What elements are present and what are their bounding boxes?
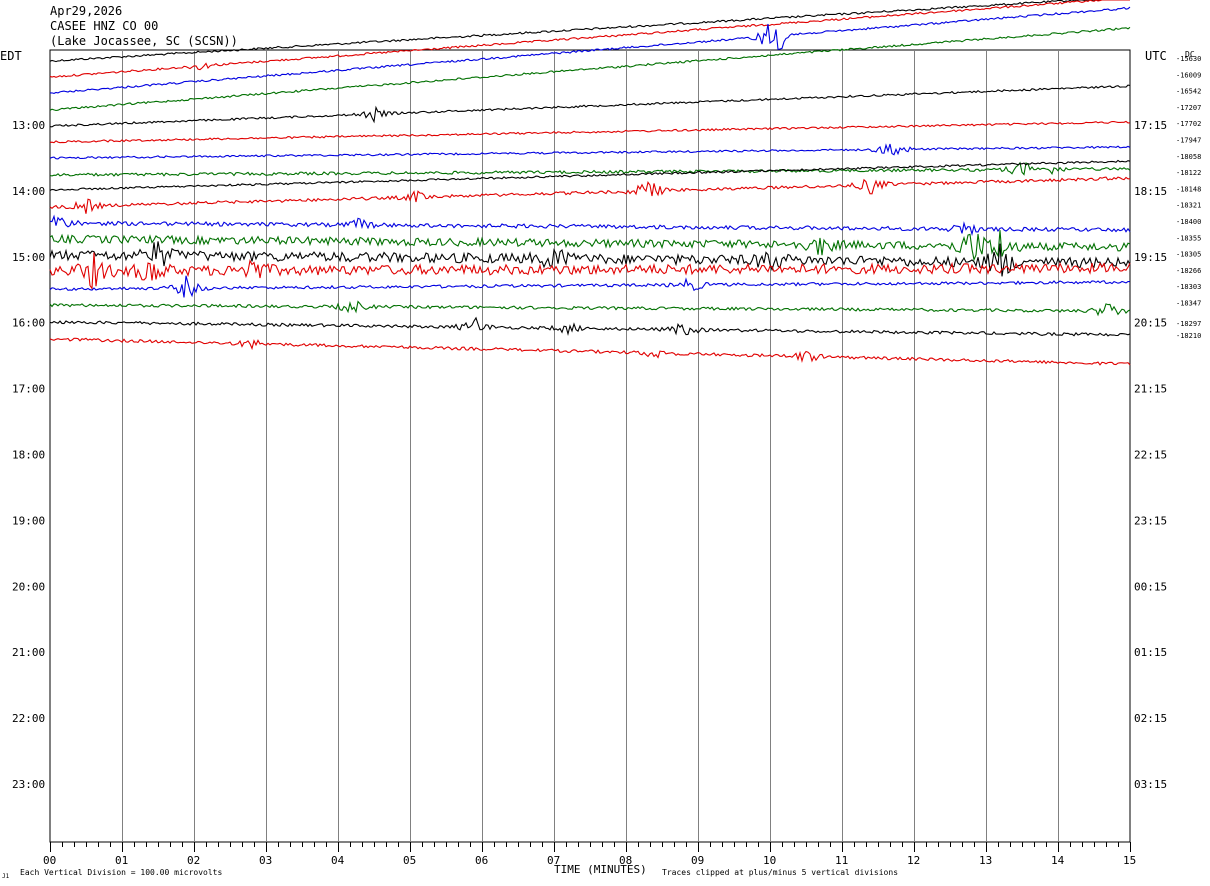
- right-hour-label: 01:15: [1134, 646, 1167, 659]
- dc-value: -18321: [1176, 202, 1201, 210]
- x-tick-label: 00: [43, 854, 56, 867]
- right-hour-label: 00:15: [1134, 580, 1167, 593]
- dc-value: -15630: [1176, 55, 1201, 63]
- x-tick-label: 10: [763, 854, 776, 867]
- x-tick-label: 04: [331, 854, 345, 867]
- left-hour-label: 14:00: [12, 185, 45, 198]
- x-tick-label: 14: [1051, 854, 1065, 867]
- label-layer: EDT UTC DC TIME (MINUTES) Each Vertical …: [0, 49, 1201, 880]
- dc-value: -18122: [1176, 169, 1201, 177]
- dc-value: -17207: [1176, 104, 1201, 112]
- x-tick-label: 07: [547, 854, 560, 867]
- clip-note: Traces clipped at plus/minus 5 vertical …: [662, 868, 898, 877]
- dc-value: -18266: [1176, 267, 1201, 275]
- trace-layer: [49, 0, 1131, 366]
- x-tick-label: 09: [691, 854, 704, 867]
- trace-line: [49, 84, 1131, 128]
- trace-line: [49, 176, 1130, 214]
- left-hour-label: 20:00: [12, 580, 45, 593]
- dc-value: -18303: [1176, 283, 1201, 291]
- trace-line: [49, 241, 1131, 277]
- x-tick-label: 08: [619, 854, 632, 867]
- grid-layer: [49, 49, 1131, 852]
- x-tick-label: 06: [475, 854, 488, 867]
- dc-value: -18210: [1176, 332, 1201, 340]
- dc-value: -18148: [1176, 185, 1201, 193]
- trace-line: [50, 6, 1131, 94]
- trace-line: [49, 214, 1131, 237]
- left-hour-label: 18:00: [12, 449, 45, 462]
- dc-value: -18305: [1176, 251, 1201, 259]
- trace-line: [49, 159, 1131, 192]
- right-hour-label: 02:15: [1134, 712, 1167, 725]
- trace-line: [49, 275, 1131, 298]
- dc-value: -17947: [1176, 137, 1201, 145]
- right-hour-label: 22:15: [1134, 449, 1167, 462]
- x-tick-label: 13: [979, 854, 992, 867]
- left-hour-label: 13:00: [12, 119, 45, 132]
- right-hour-label: 21:15: [1134, 383, 1167, 396]
- x-tick-label: 15: [1123, 854, 1136, 867]
- left-hour-label: 23:00: [12, 778, 45, 791]
- right-hour-label: 17:15: [1134, 119, 1167, 132]
- x-tick-label: 01: [115, 854, 128, 867]
- dc-value: -16009: [1176, 71, 1201, 79]
- dc-value: -18347: [1176, 300, 1201, 308]
- header-channel: CASEE HNZ CO 00: [50, 19, 159, 33]
- x-axis-label: TIME (MINUTES): [554, 863, 647, 876]
- trace-line: [49, 337, 1131, 366]
- trace-line: [49, 300, 1131, 317]
- dc-value: -17702: [1176, 120, 1201, 128]
- scale-note: Each Vertical Division = 100.00 microvol…: [20, 868, 222, 877]
- x-tick-label: 11: [835, 854, 848, 867]
- header-date: Apr29,2026: [50, 4, 123, 18]
- right-hour-label: 19:15: [1134, 251, 1167, 264]
- left-zone-label: EDT: [0, 49, 22, 63]
- header-location: (Lake Jocassee, SC (SCSN)): [50, 34, 238, 48]
- dc-value: -18355: [1176, 234, 1201, 242]
- trace-line: [49, 26, 1131, 112]
- x-tick-label: 12: [907, 854, 920, 867]
- trace-line: [49, 0, 1130, 63]
- x-tick-label: 03: [259, 854, 272, 867]
- left-hour-label: 21:00: [12, 646, 45, 659]
- corner-mark: J1: [2, 873, 10, 880]
- right-zone-label: UTC: [1145, 49, 1167, 63]
- left-hour-label: 22:00: [12, 712, 45, 725]
- left-hour-label: 15:00: [12, 251, 45, 264]
- trace-line: [49, 252, 1131, 291]
- x-tick-label: 02: [187, 854, 200, 867]
- trace-line: [49, 230, 1131, 262]
- trace-line: [49, 120, 1131, 144]
- left-hour-label: 17:00: [12, 383, 45, 396]
- right-hour-label: 23:15: [1134, 514, 1167, 527]
- trace-line: [49, 316, 1131, 337]
- dc-value: -18400: [1176, 218, 1201, 226]
- trace-line: [49, 161, 1131, 177]
- dc-label: DC: [1185, 50, 1195, 59]
- left-hour-label: 16:00: [12, 317, 45, 330]
- x-tick-label: 05: [403, 854, 416, 867]
- left-hour-label: 19:00: [12, 514, 45, 527]
- right-hour-label: 20:15: [1134, 317, 1167, 330]
- right-hour-label: 03:15: [1134, 778, 1167, 791]
- dc-value: -18058: [1176, 153, 1201, 161]
- trace-line: [49, 0, 1130, 78]
- right-hour-label: 18:15: [1134, 185, 1167, 198]
- trace-line: [49, 143, 1131, 160]
- dc-value: -18297: [1176, 320, 1201, 328]
- dc-value: -16542: [1176, 88, 1201, 96]
